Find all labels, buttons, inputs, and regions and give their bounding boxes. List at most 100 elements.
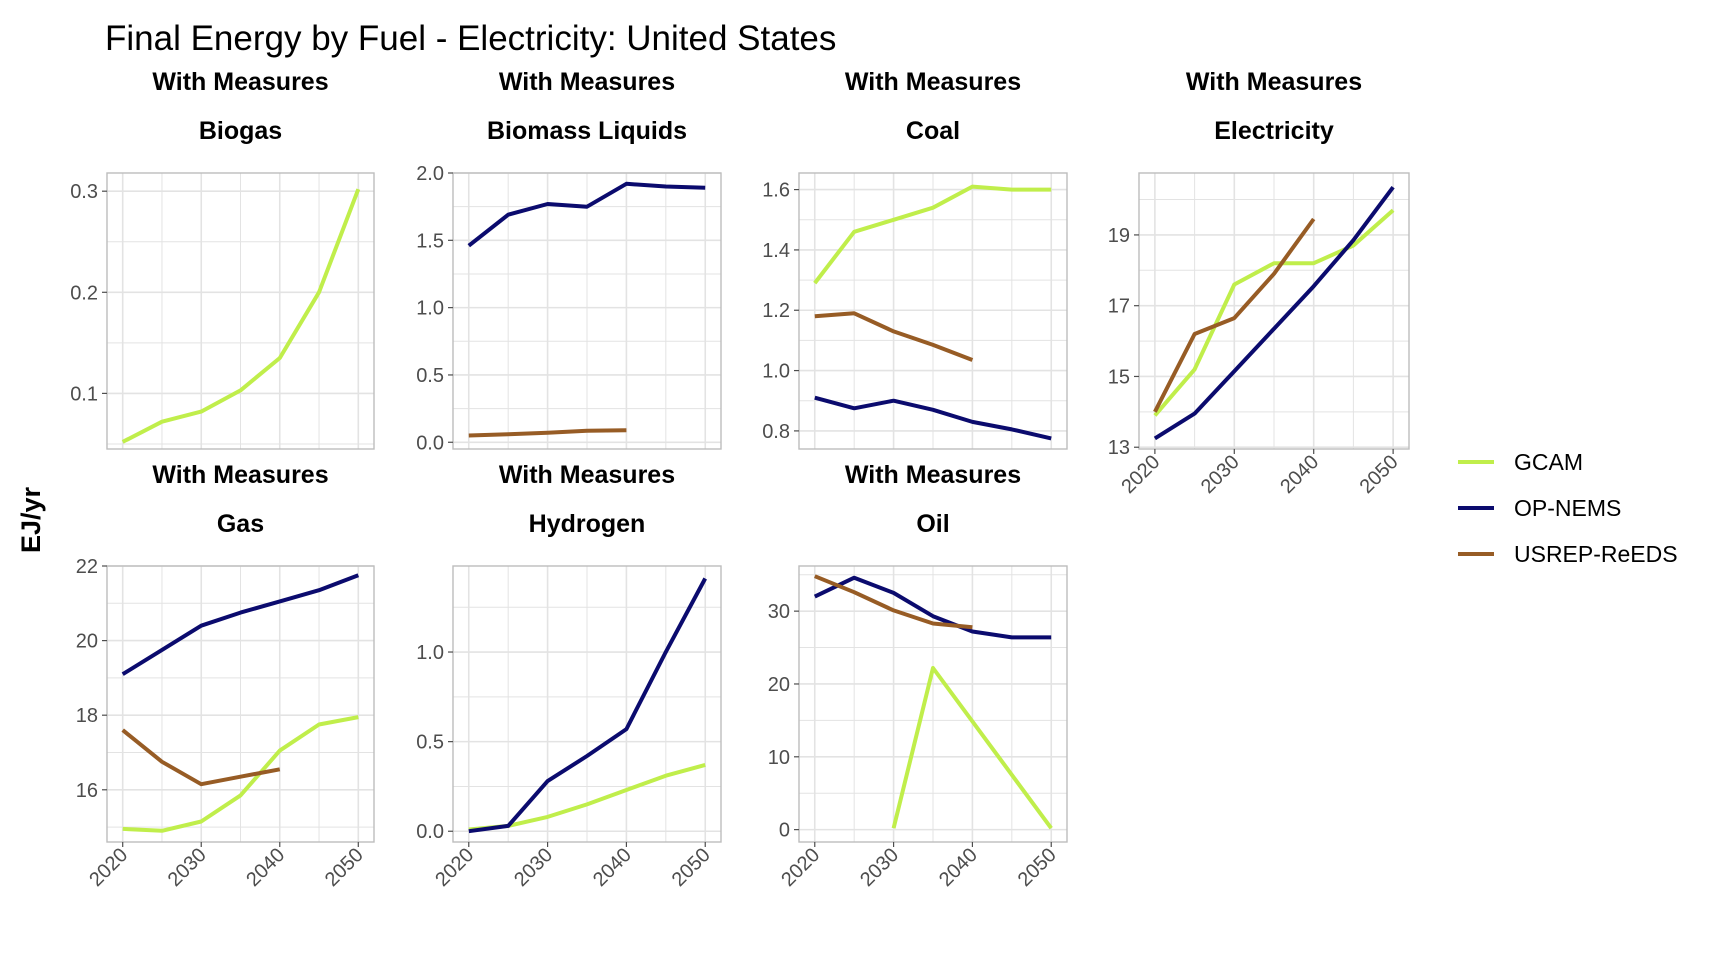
y-axis-label: EJ/yr [16,486,46,553]
panel-coal: With Measures Coal 0.8 1.0 1.2 1.4 1.6 [762,68,1068,450]
x-tick-label: 2040 [242,844,289,891]
series-line-gcam [891,666,1053,830]
gridlines [1139,173,1409,449]
series-line-op-nems [468,577,707,834]
series-line-op-nems [814,395,1052,441]
legend-label-gcam: GCAM [1514,449,1583,475]
panel-border [106,565,375,843]
strip-label-electricity: Electricity [1214,117,1334,145]
y-tick-label: 0 [779,820,790,842]
y-tick-label: 1.0 [762,361,790,383]
legend-item-op-nems: OP-NEMS [1458,495,1621,521]
legend-label-usrep-reeds: USREP-ReEDS [1514,541,1678,567]
y-tick-label: 1.0 [416,642,444,664]
legend-label-op-nems: OP-NEMS [1514,495,1621,521]
y-tick-label: 0.5 [416,732,444,754]
y-tick-label: 10 [768,747,790,769]
panel-gas: With Measures Gas 16 18 20 22 2020 2030 2040 2050 [76,461,375,891]
y-tick-label: 1.4 [762,240,790,262]
x-tick-label: 2030 [510,844,557,891]
series-line-gcam [1153,208,1395,417]
x-tick-label: 2030 [164,844,211,891]
x-tick-label: 2030 [1197,451,1244,498]
y-tick-label: 15 [1108,366,1130,388]
strip-label-oil: Oil [916,510,949,538]
x-tick-label: 2040 [1276,451,1323,498]
y-tick-label: 2.0 [416,163,444,185]
y-tick-label: 19 [1108,225,1130,247]
y-tick-label: 20 [768,674,790,696]
gridlines [799,566,1067,842]
x-tick-label: 2040 [589,844,636,891]
legend: GCAM OP-NEMS USREP-ReEDS [1458,449,1678,567]
y-tick-label: 0.5 [416,365,444,387]
strip-label-biogas: Biogas [199,117,282,145]
x-tick-label: 2050 [321,844,368,891]
strip-label-top: With Measures [152,461,328,489]
series-line-gcam [122,715,359,833]
strip-label-coal: Coal [906,117,960,145]
panel-border [452,565,722,843]
y-tick-label: 18 [76,705,98,727]
strip-label-top: With Measures [499,461,675,489]
y-tick-label: 0.2 [70,282,98,304]
y-tick-label: 1.6 [762,180,790,202]
y-tick-label: 17 [1108,296,1130,318]
panel-border [106,172,375,450]
y-tick-label: 1.2 [762,300,790,322]
gridlines [453,566,721,842]
legend-item-usrep-reeds: USREP-ReEDS [1458,541,1678,567]
y-tick-label: 0.0 [416,821,444,843]
x-tick-label: 2020 [85,844,132,891]
panel-border [798,565,1068,843]
x-tick-label: 2020 [431,844,478,891]
y-tick-label: 30 [768,601,790,623]
panel-border [798,172,1068,450]
y-tick-label: 0.8 [762,421,790,443]
x-tick-label: 2040 [935,844,982,891]
strip-label-hydrogen: Hydrogen [529,510,646,538]
y-tick-label: 0.0 [416,432,444,454]
x-tick-label: 2050 [668,844,715,891]
gridlines [107,173,374,449]
strip-label-top: With Measures [152,68,328,96]
strip-label-gas: Gas [217,510,264,538]
x-tick-label: 2050 [1014,844,1061,891]
y-tick-label: 22 [76,556,98,578]
panel-border [452,172,722,450]
strip-label-biomass-liquids: Biomass Liquids [487,117,687,145]
y-tick-label: 1.0 [416,298,444,320]
legend-item-gcam: GCAM [1458,449,1583,475]
series-line-op-nems [121,573,360,676]
chart-title: Final Energy by Fuel - Electricity: Unit… [105,19,836,58]
y-tick-label: 16 [76,780,98,802]
panel-hydrogen: With Measures Hydrogen 0.0 0.5 1.0 2020 2030 20… [416,461,722,891]
gridlines [453,172,721,449]
series-line-usrep-reeds [814,574,973,630]
series-line-op-nems [467,181,706,248]
y-tick-label: 0.3 [70,181,98,203]
y-tick-label: 0.1 [70,383,98,405]
y-tick-label: 20 [76,631,98,653]
panel-biomass-liquids: With Measures Biomass Liquids 0.0 0.5 1.0 1.5… [416,68,722,454]
series-line-gcam [121,188,361,444]
y-tick-label: 13 [1108,437,1130,459]
x-tick-label: 2020 [777,844,824,891]
series-line-gcam [813,184,1052,285]
series-line-usrep-reeds [1153,217,1316,413]
x-tick-label: 2050 [1356,451,1403,498]
series-line-usrep-reeds [814,311,974,362]
strip-label-top: With Measures [1186,68,1362,96]
strip-label-top: With Measures [845,461,1021,489]
panel-biogas: With Measures Biogas 0.1 0.2 0.3 [70,68,375,450]
strip-label-top: With Measures [499,68,675,96]
series-line-op-nems [813,575,1052,640]
strip-label-top: With Measures [845,68,1021,96]
panel-border [1138,172,1410,450]
gridlines [107,565,374,842]
series-line-usrep-reeds [468,428,627,438]
